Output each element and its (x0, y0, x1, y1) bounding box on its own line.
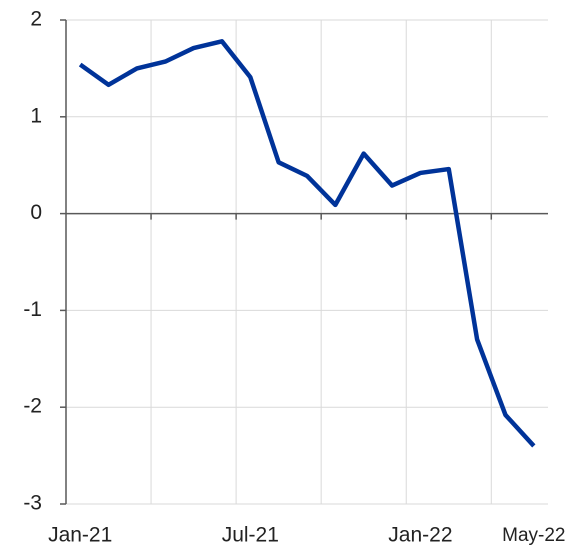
x-tick-label: Jan-22 (388, 524, 452, 547)
y-tick-label: -1 (23, 298, 42, 321)
data-line (78, 39, 536, 448)
y-tick-label: -3 (23, 492, 42, 515)
x-tick-label: May-22 (502, 525, 565, 546)
y-tick-label: 1 (30, 104, 42, 127)
y-tick-label: 0 (30, 201, 42, 224)
x-tick-label: Jan-21 (48, 524, 112, 547)
y-tick-label: 2 (30, 8, 42, 31)
y-tick-label: -2 (23, 395, 42, 418)
x-tick-label: Jul-21 (222, 524, 279, 547)
